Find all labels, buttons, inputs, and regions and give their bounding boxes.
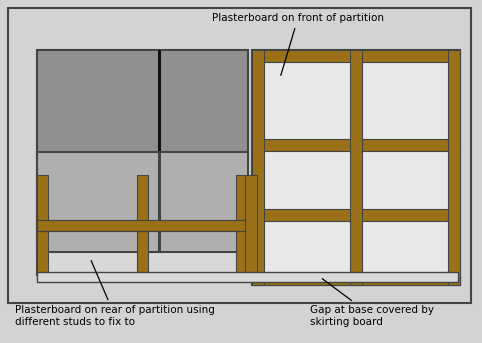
Bar xyxy=(8,8,471,303)
Bar xyxy=(252,50,264,285)
Bar xyxy=(350,50,362,285)
Bar xyxy=(252,50,460,62)
Bar xyxy=(252,273,460,285)
Bar xyxy=(448,50,460,285)
Bar xyxy=(252,209,460,221)
Bar xyxy=(37,220,247,231)
Bar xyxy=(37,175,48,275)
Text: Plasterboard on rear of partition using
different studs to fix to: Plasterboard on rear of partition using … xyxy=(15,261,215,327)
Text: Gap at base covered by
skirting board: Gap at base covered by skirting board xyxy=(310,279,434,327)
Text: Plasterboard on front of partition: Plasterboard on front of partition xyxy=(212,13,384,75)
Bar xyxy=(48,180,137,269)
Bar xyxy=(37,272,458,282)
Bar xyxy=(147,180,236,269)
Bar xyxy=(160,50,248,158)
Bar xyxy=(158,50,161,158)
Bar xyxy=(252,50,460,285)
Bar xyxy=(160,152,248,252)
Bar xyxy=(245,175,257,275)
Bar xyxy=(37,50,159,158)
Bar xyxy=(252,139,460,151)
Bar xyxy=(158,152,161,252)
Bar xyxy=(236,175,247,275)
Bar xyxy=(137,175,148,275)
Bar xyxy=(37,175,247,275)
Bar xyxy=(37,152,159,252)
Bar xyxy=(37,220,247,231)
